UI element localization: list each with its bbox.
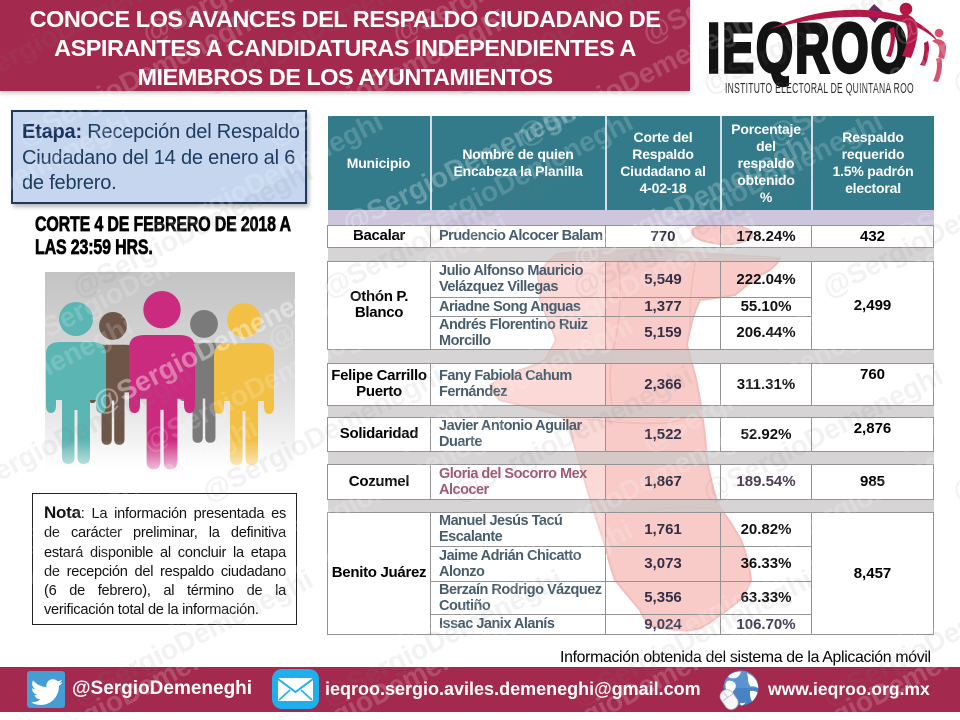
svg-text:INSTITUTO ELECTORAL DE QUINTAN: INSTITUTO ELECTORAL DE QUINTANA ROO: [725, 79, 914, 96]
